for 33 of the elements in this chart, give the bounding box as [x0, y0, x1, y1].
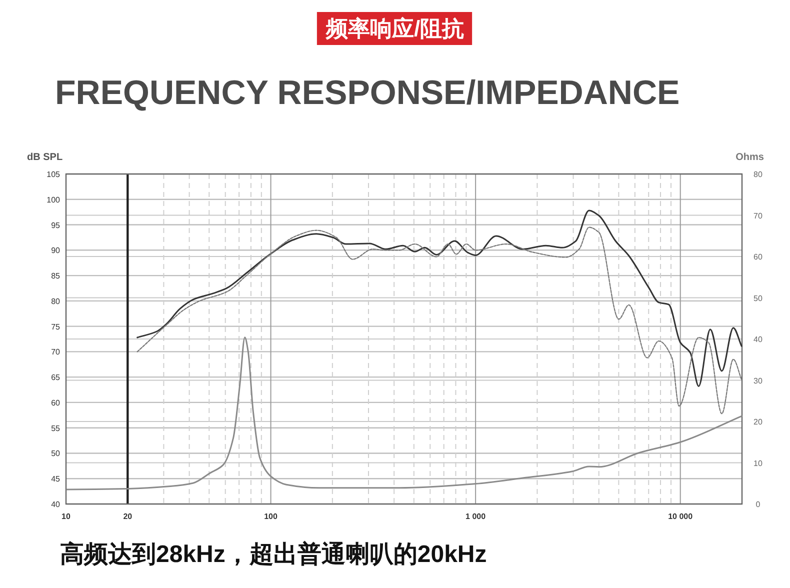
- y-tick-label: 60: [51, 398, 61, 408]
- x-tick-label: 20: [123, 512, 133, 521]
- x-tick-label: 100: [264, 512, 278, 521]
- y2-tick-label: 60: [754, 252, 763, 262]
- y2-axis-title: Ohms: [736, 152, 764, 163]
- chart-title: 频率响应/阻抗: [324, 16, 464, 41]
- x-tick-label: 10 000: [668, 512, 694, 521]
- y2-tick-label: 20: [754, 418, 763, 426]
- y2-tick-label: 80: [754, 170, 763, 179]
- y-tick-label: 85: [51, 272, 61, 281]
- y-tick-label: 50: [51, 449, 61, 458]
- y2-tick-label: 0: [756, 500, 761, 509]
- y2-tick-label: 50: [754, 294, 763, 303]
- y2-tick-label: 30: [754, 376, 763, 386]
- y-tick-label: 105: [46, 170, 61, 179]
- y-tick-label: 65: [51, 373, 61, 382]
- y-tick-label: 95: [51, 220, 61, 230]
- y-tick-label: 75: [51, 322, 61, 332]
- y2-tick-label: 10: [754, 458, 763, 468]
- y-tick-label: 90: [51, 246, 61, 256]
- chart-subtitle: FREQUENCY RESPONSE/IMPEDANCE: [55, 74, 680, 112]
- y-tick-label: 40: [51, 500, 61, 509]
- y-tick-label: 80: [51, 296, 61, 306]
- y-tick-label: 70: [51, 348, 61, 357]
- y-tick-label: 45: [51, 474, 61, 484]
- x-tick-label: 10: [62, 512, 71, 521]
- y-tick-label: 100: [46, 195, 61, 204]
- y-axis-title: dB SPL: [27, 152, 63, 163]
- text: 高频达到28kHz，超出普通喇叭的20kHz: [60, 540, 487, 568]
- y2-tick-label: 40: [754, 335, 763, 344]
- x-tick-label: 1 000: [466, 512, 486, 521]
- y-tick-label: 55: [51, 424, 61, 433]
- y2-tick-label: 70: [754, 211, 763, 220]
